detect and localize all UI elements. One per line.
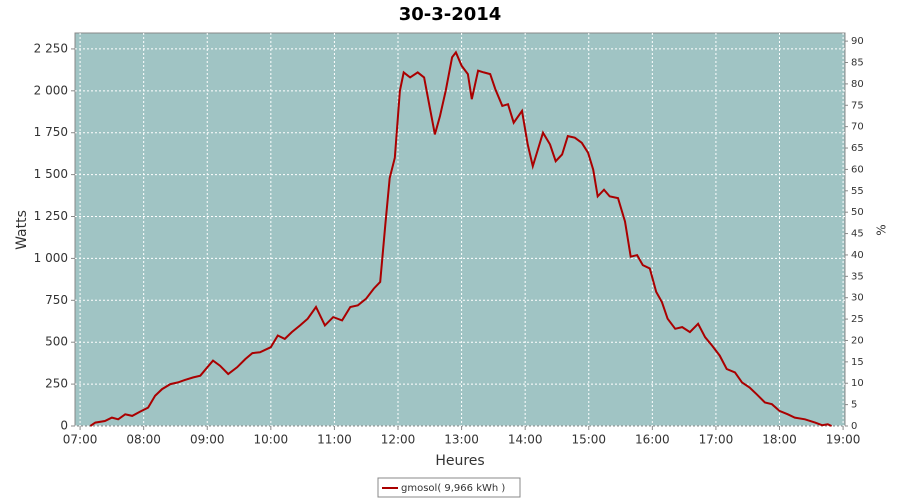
y2-tick-label: 25 [851, 314, 864, 325]
y2-tick-label: 40 [851, 250, 864, 261]
data-line [89, 50, 833, 427]
y2-tick-label: 10 [851, 378, 864, 389]
y-tick-label: 500 [45, 335, 68, 349]
x-tick-label: 12:00 [381, 433, 416, 447]
y-tick-label: 2 000 [34, 83, 68, 97]
x-axis-label: Heures [435, 453, 484, 469]
y-tick-label: 2 250 [34, 41, 68, 55]
x-tick-label: 10:00 [254, 433, 289, 447]
y2-tick-label: 80 [851, 79, 864, 90]
y2-tick-label: 45 [851, 229, 864, 240]
y-axis-label: Watts [14, 210, 30, 250]
y-tick-label: 1 000 [34, 251, 68, 265]
y2-tick-label: 30 [851, 293, 864, 304]
chart-title: 30-3-2014 [399, 4, 502, 25]
x-tick-label: 19:00 [826, 433, 861, 447]
x-tick-label: 17:00 [699, 433, 734, 447]
plot-area [74, 32, 846, 427]
y2-tick-label: 15 [851, 357, 864, 368]
y2-tick-label: 90 [851, 36, 864, 47]
x-tick-label: 13:00 [444, 433, 479, 447]
legend-label: gmosol( 9,966 kWh ) [401, 483, 505, 494]
y2-tick-label: 50 [851, 207, 864, 218]
x-tick-label: 15:00 [571, 433, 606, 447]
y2-tick-label: 0 [851, 421, 857, 432]
x-tick-label: 11:00 [317, 433, 352, 447]
y2-tick-label: 35 [851, 271, 864, 282]
x-tick-label: 16:00 [635, 433, 670, 447]
x-tick-label: 14:00 [508, 433, 543, 447]
legend-box [377, 477, 521, 498]
y-tick-label: 0 [60, 419, 68, 433]
x-tick-label: 07:00 [63, 433, 98, 447]
y2-tick-label: 70 [851, 122, 864, 133]
y2-tick-label: 60 [851, 164, 864, 175]
x-tick-label: 09:00 [190, 433, 225, 447]
y2-tick-label: 55 [851, 186, 864, 197]
x-tick-label: 08:00 [126, 433, 161, 447]
y2-tick-label: 65 [851, 143, 864, 154]
y2-tick-label: 5 [851, 400, 857, 411]
x-tick-label: 18:00 [762, 433, 797, 447]
y-tick-label: 750 [45, 293, 68, 307]
y-tick-label: 1 500 [34, 167, 68, 181]
y2-tick-label: 85 [851, 58, 864, 69]
y2-tick-label: 20 [851, 335, 864, 346]
y2-tick-label: 75 [851, 100, 864, 111]
y-tick-label: 250 [45, 377, 68, 391]
y2-axis-label: % [875, 224, 889, 235]
y-tick-label: 1 750 [34, 125, 68, 139]
y-tick-label: 1 250 [34, 209, 68, 223]
